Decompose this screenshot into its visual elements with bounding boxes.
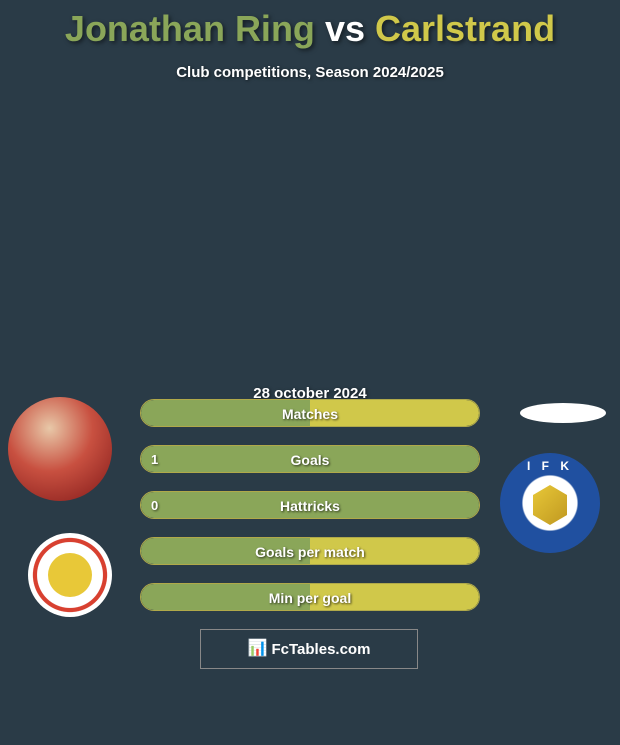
stat-label: Hattricks — [141, 492, 479, 519]
stat-label: Goals — [141, 446, 479, 473]
player2-name: Carlstrand — [375, 8, 555, 49]
player1-name: Jonathan Ring — [65, 8, 315, 49]
brand-box[interactable]: 📊 FcTables.com — [200, 629, 418, 669]
stat-label: Goals per match — [141, 538, 479, 565]
stat-value-left: 1 — [151, 446, 158, 473]
club1-logo — [28, 533, 112, 617]
stat-row: Min per goal — [140, 583, 480, 611]
comparison-title: Jonathan Ring vs Carlstrand — [0, 0, 620, 50]
stat-row: Matches — [140, 399, 480, 427]
stat-row: Goals1 — [140, 445, 480, 473]
stat-label: Min per goal — [141, 584, 479, 611]
stats-list: Matches Goals1 Hattricks0 Goals per match Mi… — [140, 399, 480, 629]
vs-text: vs — [325, 8, 365, 49]
stat-row: Goals per match — [140, 537, 480, 565]
stat-label: Matches — [141, 400, 479, 427]
player1-photo — [8, 397, 112, 501]
stat-row: Hattricks0 — [140, 491, 480, 519]
season-subtitle: Club competitions, Season 2024/2025 — [0, 64, 620, 81]
comparison-body: Matches Goals1 Hattricks0 Goals per match Mi… — [0, 385, 620, 745]
player2-photo — [520, 403, 606, 423]
club2-logo — [500, 453, 600, 553]
stat-value-left: 0 — [151, 492, 158, 519]
brand-chart-icon: 📊 — [248, 641, 268, 657]
brand-text: FcTables.com — [272, 641, 371, 658]
